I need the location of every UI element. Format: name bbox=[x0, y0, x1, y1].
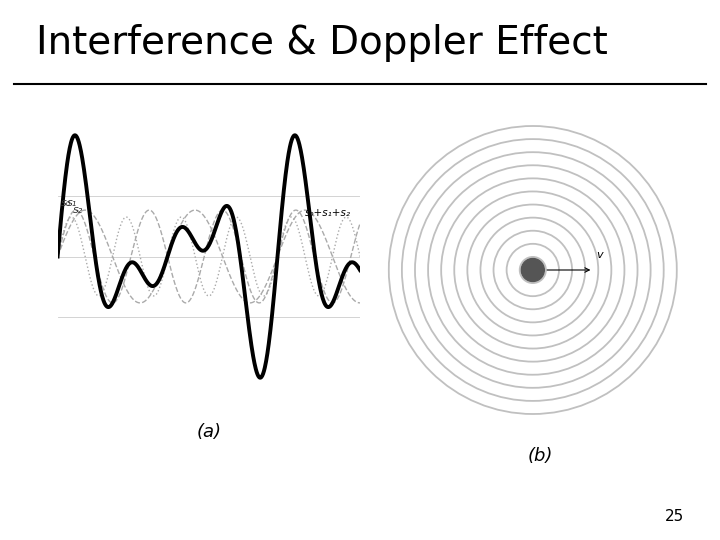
Text: (b): (b) bbox=[527, 447, 553, 465]
Text: 25: 25 bbox=[665, 509, 684, 524]
Text: s₂: s₂ bbox=[73, 205, 84, 215]
Circle shape bbox=[521, 259, 544, 281]
Text: s₀+s₁+s₂: s₀+s₁+s₂ bbox=[305, 207, 351, 218]
Text: s₁: s₁ bbox=[67, 198, 78, 208]
Text: Interference & Doppler Effect: Interference & Doppler Effect bbox=[36, 24, 608, 62]
Text: s₀: s₀ bbox=[60, 198, 71, 208]
Text: v: v bbox=[596, 250, 603, 260]
Text: (a): (a) bbox=[197, 423, 221, 441]
